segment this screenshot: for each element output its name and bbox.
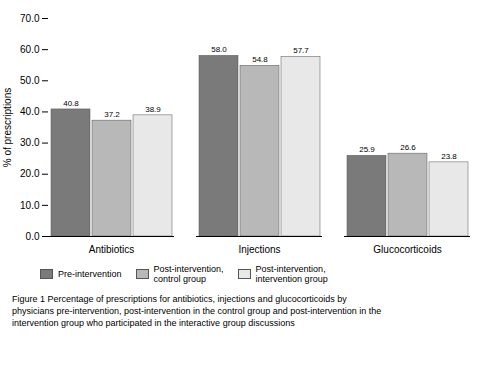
svg-text:60.0: 60.0 [20, 44, 40, 55]
html-text:Figure 1 Percentage of prescri: Figure 1 Percentage of prescriptions for… [12, 293, 382, 328]
html-text:Post-intervention, interventio: Post-intervention, intervention group [255, 264, 328, 285]
svg-text:% of prescriptions: % of prescriptions [2, 88, 13, 167]
html-text:Pre-intervention: Pre-intervention [58, 269, 122, 280]
svg-text:23.8: 23.8 [441, 152, 457, 161]
svg-text:70.0: 70.0 [20, 13, 40, 24]
svg-text:58.0: 58.0 [211, 45, 227, 54]
svg-text:37.2: 37.2 [104, 110, 120, 119]
svg-text:10.0: 10.0 [20, 200, 40, 211]
svg-text:40.0: 40.0 [20, 106, 40, 117]
svg-text:Antibiotics: Antibiotics [89, 244, 135, 255]
svg-text:40.8: 40.8 [63, 99, 79, 108]
svg-text:25.9: 25.9 [359, 145, 375, 154]
svg-text:50.0: 50.0 [20, 75, 40, 86]
html-text:Post-intervention, control gro: Post-intervention, control group [153, 264, 224, 285]
svg-text:0.0: 0.0 [26, 231, 40, 242]
svg-text:30.0: 30.0 [20, 137, 40, 148]
svg-text:54.8: 54.8 [252, 55, 268, 64]
svg-text:26.6: 26.6 [400, 143, 416, 152]
svg-text:57.7: 57.7 [293, 46, 309, 55]
svg-text:Glucocorticoids: Glucocorticoids [373, 244, 441, 255]
svg-text:38.9: 38.9 [145, 105, 161, 114]
svg-text:Injections: Injections [238, 244, 280, 255]
svg-text:20.0: 20.0 [20, 168, 40, 179]
